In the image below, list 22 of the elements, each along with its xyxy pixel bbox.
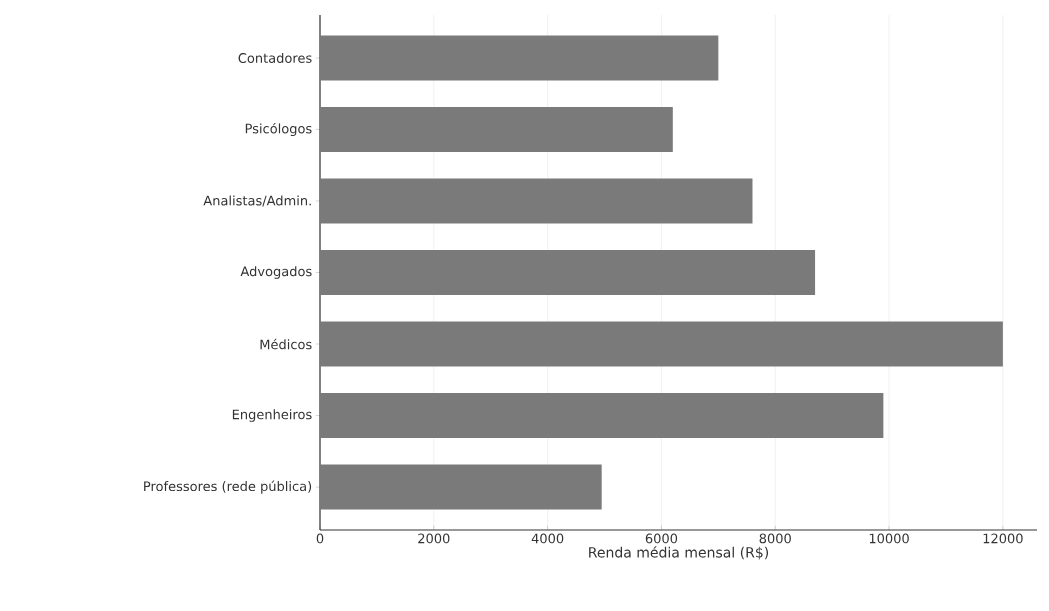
y-tick-label: Contadores bbox=[238, 52, 312, 63]
y-tick-label: Psicólogos bbox=[245, 122, 312, 136]
y-tick-label: Médicos bbox=[260, 338, 312, 350]
bar bbox=[320, 106, 673, 152]
x-tick-label: 4000 bbox=[531, 533, 564, 544]
bar bbox=[320, 250, 816, 295]
y-tick-label: Analistas/Admin. bbox=[203, 195, 311, 207]
x-tick-label: 10000 bbox=[869, 533, 909, 544]
x-tick-label: 12000 bbox=[983, 533, 1023, 544]
x-tick-label: 0 bbox=[316, 533, 324, 544]
bar bbox=[320, 35, 719, 81]
bar bbox=[320, 393, 884, 439]
y-tick-label: Advogados bbox=[240, 266, 312, 279]
bar bbox=[320, 321, 1003, 367]
y-tick-label: Professores (rede pública) bbox=[144, 480, 312, 494]
y-tick-label: Engenheiros bbox=[232, 409, 312, 422]
bar bbox=[320, 464, 602, 510]
x-tick-label: 8000 bbox=[759, 533, 791, 544]
bar bbox=[320, 178, 753, 224]
x-tick-label: 2000 bbox=[418, 533, 450, 544]
x-axis-title: Renda média mensal (R$) bbox=[589, 546, 769, 560]
x-tick-label: 6000 bbox=[645, 533, 678, 544]
